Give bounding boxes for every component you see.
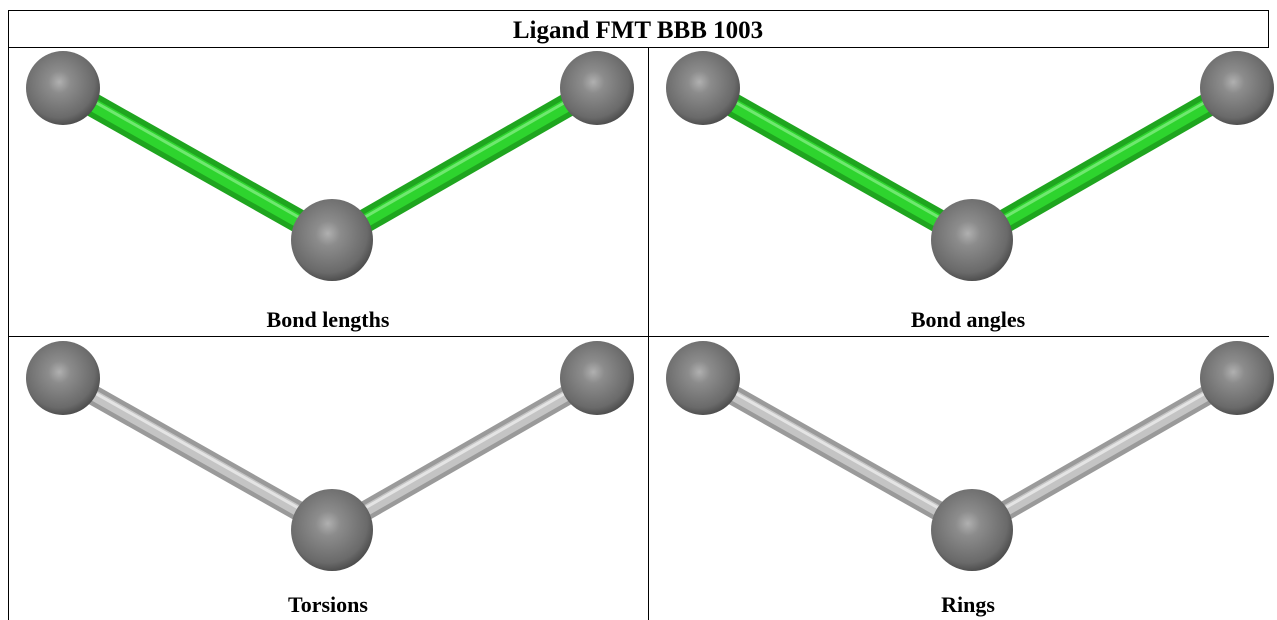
panel bbox=[666, 51, 1274, 281]
panel bbox=[26, 341, 634, 571]
molecule-image bbox=[666, 341, 1274, 571]
panel-caption: Bond lengths bbox=[267, 307, 390, 332]
figure-title: Ligand FMT BBB 1003 bbox=[513, 17, 763, 44]
panel-caption: Rings bbox=[941, 592, 995, 617]
panel bbox=[666, 341, 1274, 571]
panel bbox=[26, 51, 634, 281]
page: Ligand FMT BBB 1003 Bond lengths Bond an… bbox=[0, 0, 1277, 620]
molecule-image bbox=[666, 51, 1274, 281]
figure: Ligand FMT BBB 1003 Bond lengths Bond an… bbox=[0, 0, 1277, 620]
panel-caption: Bond angles bbox=[911, 307, 1026, 332]
molecule-image bbox=[26, 51, 634, 281]
panel-caption: Torsions bbox=[288, 592, 368, 617]
molecule-image bbox=[26, 341, 634, 571]
